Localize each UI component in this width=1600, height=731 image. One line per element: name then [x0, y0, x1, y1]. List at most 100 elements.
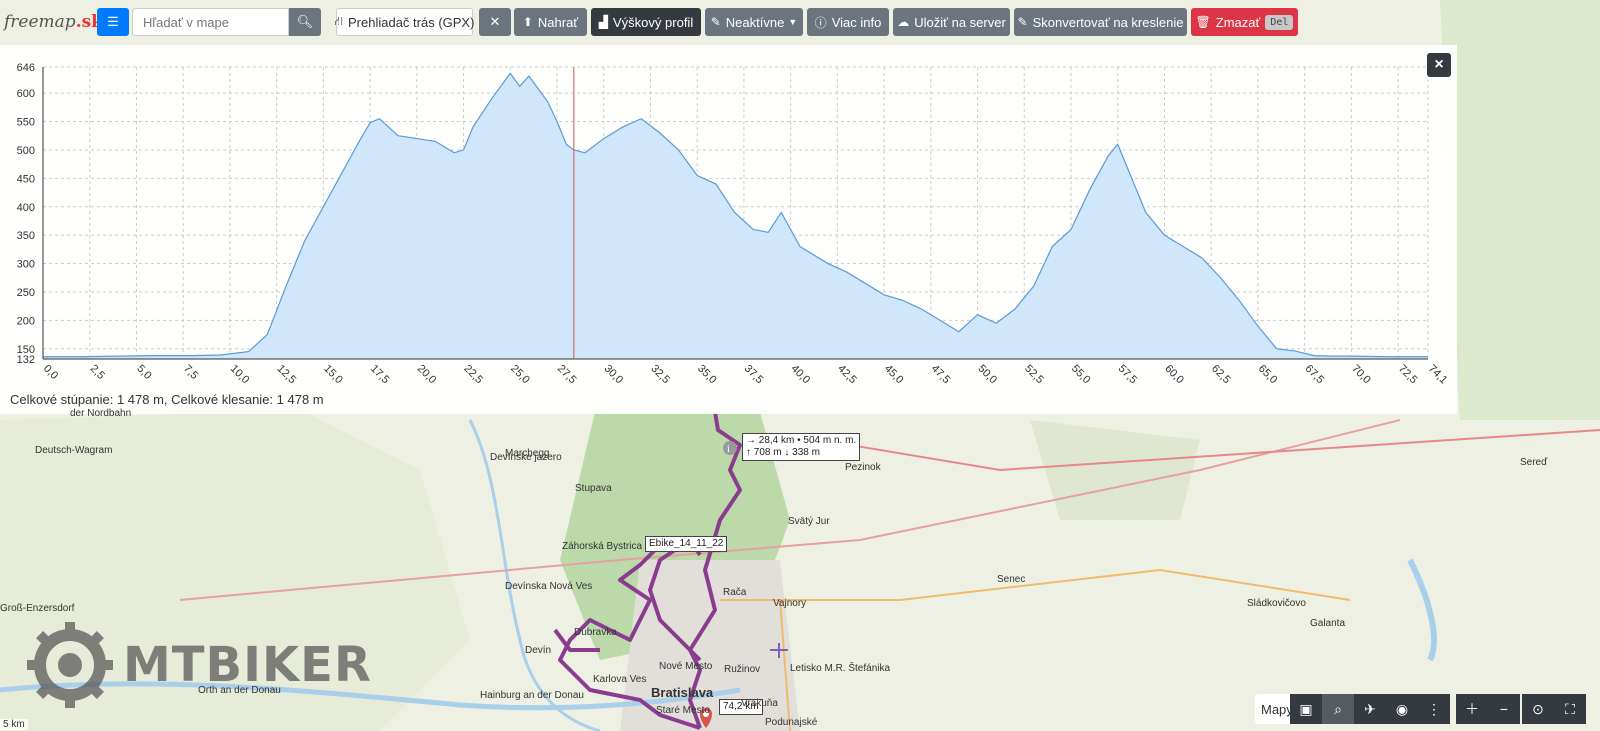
x-tick-label: 32,5	[648, 363, 672, 387]
expand-icon: ⛶	[1565, 700, 1575, 717]
place-label: Vrakuňa	[741, 698, 778, 709]
more-options-button[interactable]: ⋮	[1418, 694, 1450, 724]
x-tick-label: 15,0	[321, 363, 345, 387]
x-tick-label: 72,5	[1396, 363, 1420, 387]
x-tick-label: 12,5	[275, 363, 299, 387]
elevation-stats: Celkové stúpanie: 1 478 m, Celkové klesa…	[10, 392, 324, 407]
place-label: Galanta	[1310, 618, 1346, 629]
view-controls: ⊙ ⛶	[1522, 694, 1586, 724]
minus-icon: −	[1499, 701, 1509, 717]
track-distance-label: 74,2 km	[719, 699, 763, 715]
fullscreen-button[interactable]: ⛶	[1554, 694, 1586, 724]
photo-button[interactable]: ◉	[1386, 694, 1418, 724]
place-label: Marchegg	[505, 448, 550, 459]
airplane-icon: ✈	[1364, 700, 1376, 717]
tooltip-ascent-descent: ↑ 708 m ↓ 338 m	[746, 447, 820, 458]
y-tick-label: 400	[17, 202, 35, 214]
map-tools-group: ▣ ⌕ ✈ ◉ ⋮	[1290, 694, 1450, 724]
y-tick-label: 250	[17, 287, 35, 299]
y-tick-label: 500	[17, 145, 35, 157]
locate-button[interactable]: ⊙	[1522, 694, 1554, 724]
place-label: Deutsch-Wagram	[35, 445, 113, 456]
x-tick-label: 70,0	[1349, 363, 1373, 387]
route-end-marker	[700, 708, 712, 728]
place-label: Sereď	[1520, 457, 1548, 468]
brush-icon: ✎	[710, 15, 721, 29]
more-info-button[interactable]: ⓘ Viac info	[807, 8, 889, 36]
x-tick-label: 25,0	[508, 363, 532, 387]
y-tick-label: 200	[17, 315, 35, 327]
x-tick-label: 30,0	[602, 363, 626, 387]
map-layers-button[interactable]: ▣	[1290, 694, 1322, 724]
zoom-controls: ＋ −	[1456, 694, 1520, 724]
x-tick-label: 42,5	[835, 363, 859, 387]
airplane-button[interactable]: ✈	[1354, 694, 1386, 724]
x-tick-label: 10,0	[228, 363, 252, 387]
x-tick-label: 52,5	[1022, 363, 1046, 387]
vertical-ellipsis-icon: ⋮	[1427, 700, 1441, 717]
close-profile-button[interactable]: ×	[1427, 53, 1451, 77]
close-tool-button[interactable]: ✕	[479, 8, 511, 36]
place-label: Záhorská Bystrica	[562, 541, 643, 552]
place-label: Staré Mesto	[656, 705, 710, 716]
x-tick-label: 47,5	[929, 363, 953, 387]
camera-icon: ◉	[1395, 700, 1409, 717]
place-label: Stupava	[575, 483, 612, 494]
x-tick-label: 7,5	[181, 363, 200, 382]
info-marker: i	[723, 441, 737, 455]
place-label: Orth an der Donau	[198, 685, 281, 696]
zoom-out-button[interactable]: −	[1488, 694, 1520, 724]
save-to-server-button[interactable]: ☁ Uložiť na server	[893, 8, 1010, 36]
cloud-upload-icon: ☁	[897, 15, 910, 29]
map-search-tool-button[interactable]: ⌕	[1322, 694, 1354, 724]
freemap-logo[interactable]: freemap .sk	[4, 12, 103, 32]
place-label: Devínska Nová Ves	[505, 581, 593, 592]
x-tick-label: 57,5	[1116, 363, 1140, 387]
gear-icon	[27, 622, 113, 708]
plus-icon: ＋	[1465, 701, 1479, 717]
y-tick-label: 450	[17, 173, 35, 185]
elevation-line	[43, 72, 1428, 358]
pencil-icon: ✎	[1017, 15, 1028, 29]
place-label: Karlova Ves	[593, 674, 647, 685]
elevation-profile-button[interactable]: ▟ Výškový profil	[591, 8, 701, 36]
y-tick-label: 600	[17, 88, 35, 100]
search-input[interactable]	[132, 8, 289, 36]
x-tick-label: 40,0	[789, 363, 813, 387]
x-tick-label: 5,0	[134, 363, 153, 382]
place-label: Podunajské	[765, 717, 818, 728]
convert-to-drawing-button[interactable]: ✎ Skonvertovať na kreslenie	[1014, 8, 1187, 36]
x-tick-label: 35,0	[695, 363, 719, 387]
place-label: Devínske jazero	[490, 452, 562, 463]
delete-button[interactable]: 🗑︎ Zmazať Del	[1191, 8, 1298, 36]
elevation-area	[43, 73, 1428, 359]
crosshair-icon: ⊙	[1532, 700, 1544, 717]
y-tick-label: 350	[17, 230, 35, 242]
x-tick-label: 20,0	[415, 363, 439, 387]
chart-icon: ▟	[598, 15, 609, 29]
road-icon: ⛙	[334, 14, 343, 28]
x-tick-label: 2,5	[88, 363, 107, 382]
x-tick-label: 67,5	[1303, 363, 1327, 387]
mtbiker-watermark: MTBIKER	[25, 620, 372, 710]
inactive-dropdown[interactable]: ✎ Neaktívne ▼	[705, 8, 803, 36]
x-tick-label: 74,1	[1426, 363, 1450, 387]
y-tick-label: 550	[17, 117, 35, 129]
elevation-profile-panel: 0,0 2,5 5,0 7,5 10,0 12,5 15,0 17,5 20,0 22,5 25,0…	[0, 45, 1457, 414]
x-tick-label: 60,0	[1162, 363, 1186, 387]
x-tick-label: 62,5	[1209, 363, 1233, 387]
x-tick-label: 45,0	[882, 363, 906, 387]
search-icon: 🔍︎	[296, 14, 314, 29]
x-tick-label: 17,5	[368, 363, 392, 387]
search-button[interactable]: 🔍︎	[289, 8, 321, 36]
place-label: Vajnory	[773, 598, 807, 609]
upload-button[interactable]: ⬆ Nahrať	[514, 8, 587, 36]
tool-indicator: ⛙ Prehliadač trás (GPX)	[334, 8, 474, 36]
zoom-in-button[interactable]: ＋	[1456, 694, 1488, 724]
track-name-label[interactable]: Ebike_14_11_22	[645, 536, 728, 552]
main-menu-button[interactable]: ☰	[97, 8, 129, 36]
place-label: Devín	[525, 645, 552, 656]
position-tooltip: → 28,4 km • 504 m n. m. ↑ 708 m ↓ 338 m	[742, 433, 861, 461]
x-tick-label: 50,0	[975, 363, 999, 387]
elevation-chart[interactable]: 0,0 2,5 5,0 7,5 10,0 12,5 15,0 17,5 20,0 22,5 25,0…	[0, 45, 1457, 414]
